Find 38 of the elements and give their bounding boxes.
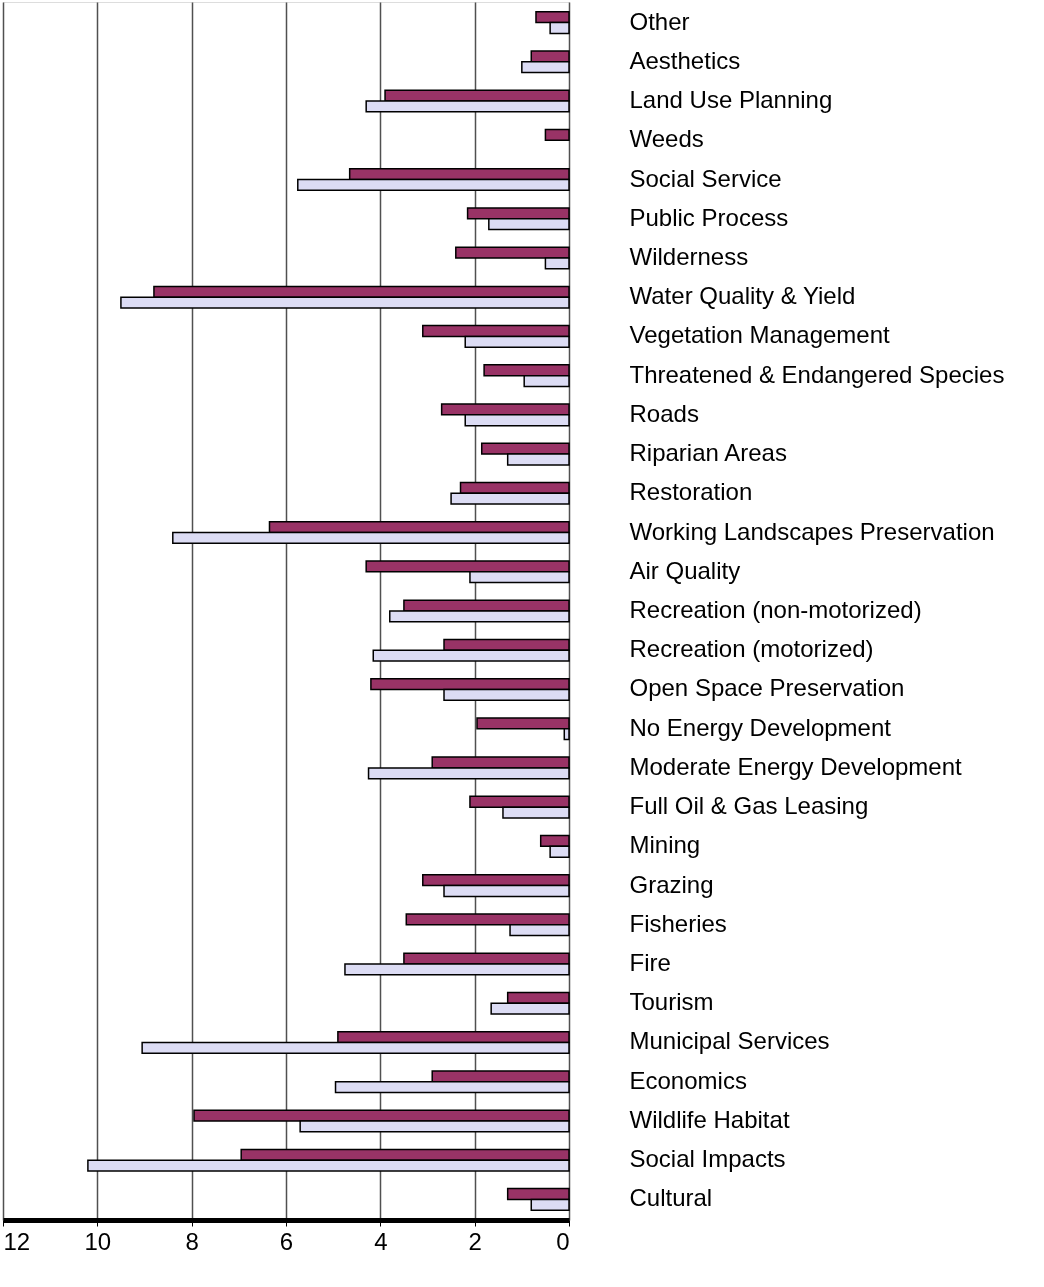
y-tick-label: Cultural (629, 1184, 713, 1212)
y-tick-label: Recreation (motorized) (629, 635, 874, 663)
y-tick-label: No Energy Development (629, 713, 892, 741)
y-tick-label: Fisheries (629, 909, 727, 937)
y-tick-label: Recreation (non-motorized) (629, 596, 922, 623)
y-tick-label: Open Space Preservation (629, 674, 905, 702)
y-tick-label: Municipal Services (629, 1027, 830, 1055)
y-tick-label: Aesthetics (629, 46, 741, 74)
y-tick-label: Tourism (629, 988, 714, 1016)
y-tick-label: Fire (629, 949, 671, 977)
y-tick-label: Air Quality (629, 556, 741, 584)
y-tick-label: Roads (629, 399, 699, 427)
x-tick-label: 12 (3, 1227, 31, 1255)
x-tick-label: 2 (468, 1227, 482, 1255)
x-tick-label: 8 (185, 1227, 199, 1255)
y-tick-label: Riparian Areas (629, 439, 787, 467)
y-tick-label: Moderate Energy Development (629, 752, 963, 780)
y-tick-label: Social Service (629, 164, 782, 192)
x-tick-label: 4 (374, 1227, 388, 1255)
y-tick-label: Full Oil & Gas Leasing (629, 792, 869, 820)
y-tick-label: Grazing (629, 870, 714, 898)
y-tick-label: Restoration (629, 478, 753, 506)
y-tick-label: Social Impacts (629, 1145, 786, 1173)
y-tick-label: Vegetation Management (629, 321, 891, 349)
y-tick-label: Land Use Planning (629, 86, 833, 114)
y-tick-label: Mining (629, 831, 701, 859)
y-tick-label: Water Quality & Yield (629, 282, 856, 310)
y-tick-label: Public Process (629, 203, 789, 231)
y-tick-label: Threatened & Endangered Species (629, 360, 1005, 388)
x-tick-label: 6 (279, 1227, 294, 1255)
x-tick-label: 0 (556, 1227, 570, 1255)
y-tick-label: Weeds (629, 125, 704, 153)
y-tick-label: Wildlife Habitat (629, 1105, 790, 1133)
y-tick-label: Wilderness (629, 242, 749, 270)
y-tick-label: Working Landscapes Preservation (629, 517, 995, 545)
x-tick-label: 10 (84, 1227, 112, 1255)
y-tick-label: Other (629, 7, 690, 35)
y-tick-label: Economics (629, 1066, 747, 1094)
